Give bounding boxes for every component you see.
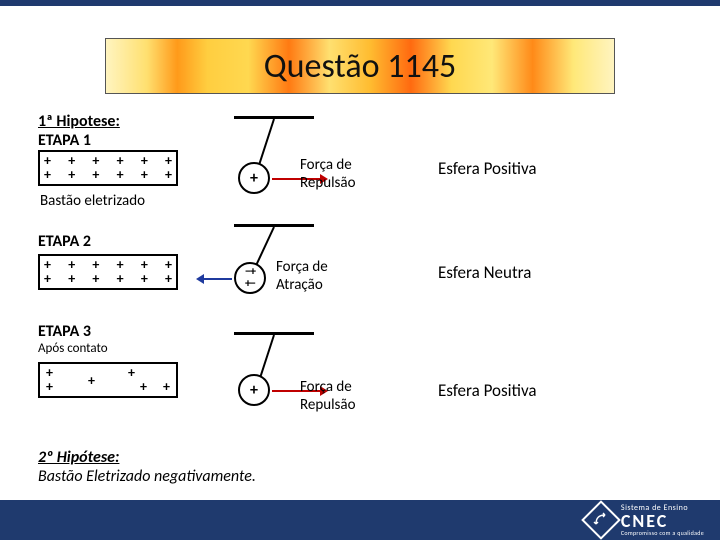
- stage3-sphere-label: Esfera Positiva: [438, 380, 537, 401]
- hypothesis2-line2: Bastão Eletrizado negativamente.: [38, 467, 256, 486]
- stage3-force-label: Força de Repulsão: [300, 378, 356, 414]
- footer-tagline: Compromisso com a qualidade: [621, 530, 704, 536]
- stage3-disc-sign: +: [250, 381, 258, 400]
- logo-diamond-icon: [581, 500, 621, 540]
- stage2-arrow: [204, 278, 232, 280]
- stage3-subheading: Após contato: [38, 341, 108, 357]
- title-banner: Questão 1145: [105, 38, 615, 94]
- hypothesis1-heading: 1ª Hipotese:: [38, 112, 120, 131]
- stage1-force-l1: Força de: [300, 156, 356, 174]
- stage2: ++++++ ++++++ −++− Força de Atração Esfe…: [38, 254, 682, 346]
- footer-brand: CNEC: [621, 512, 704, 530]
- stage1-disc-sign: +: [250, 169, 258, 188]
- stage2-force-l1: Força de: [276, 258, 328, 276]
- stage1-force-l2: Repulsão: [300, 174, 356, 192]
- stage1-rod-caption: Bastão eletrizado: [40, 192, 145, 210]
- footer-logo: Sistema de Ensino CNEC Compromisso com a…: [587, 504, 704, 536]
- stage3-rod: + + + + + +: [38, 362, 178, 398]
- stage3-heading: ETAPA 3: [38, 322, 108, 341]
- stage1-sphere-label: Esfera Positiva: [438, 158, 537, 179]
- stage2-disc: −++−: [234, 262, 266, 294]
- top-bar: [0, 0, 720, 6]
- stage2-sphere-label: Esfera Neutra: [438, 262, 531, 283]
- stage3-force-l2: Repulsão: [300, 396, 356, 414]
- stage2-rod: ++++++ ++++++: [38, 254, 178, 290]
- footer-bar: Sistema de Ensino CNEC Compromisso com a…: [0, 500, 720, 540]
- stage1-disc: +: [238, 162, 270, 194]
- stage2-heading: ETAPA 2: [38, 232, 91, 251]
- stage1: ++++++ ++++++ Bastão eletrizado + Força …: [38, 150, 682, 242]
- hypothesis2-line1: 2º Hipótese:: [38, 448, 256, 467]
- stage1-heading: ETAPA 1: [38, 131, 120, 150]
- stage2-disc-sign: −++−: [245, 266, 255, 290]
- stage3-force-l1: Força de: [300, 378, 356, 396]
- stage1-force-label: Força de Repulsão: [300, 156, 356, 192]
- stage2-force-l2: Atração: [276, 276, 328, 294]
- stage1-rod: ++++++ ++++++: [38, 150, 178, 186]
- stage3: + + + + + + + Força de Repulsão Esfera P…: [38, 362, 682, 454]
- title-text: Questão 1145: [264, 46, 456, 87]
- stage3-disc: +: [238, 374, 270, 406]
- stage2-force-label: Força de Atração: [276, 258, 328, 294]
